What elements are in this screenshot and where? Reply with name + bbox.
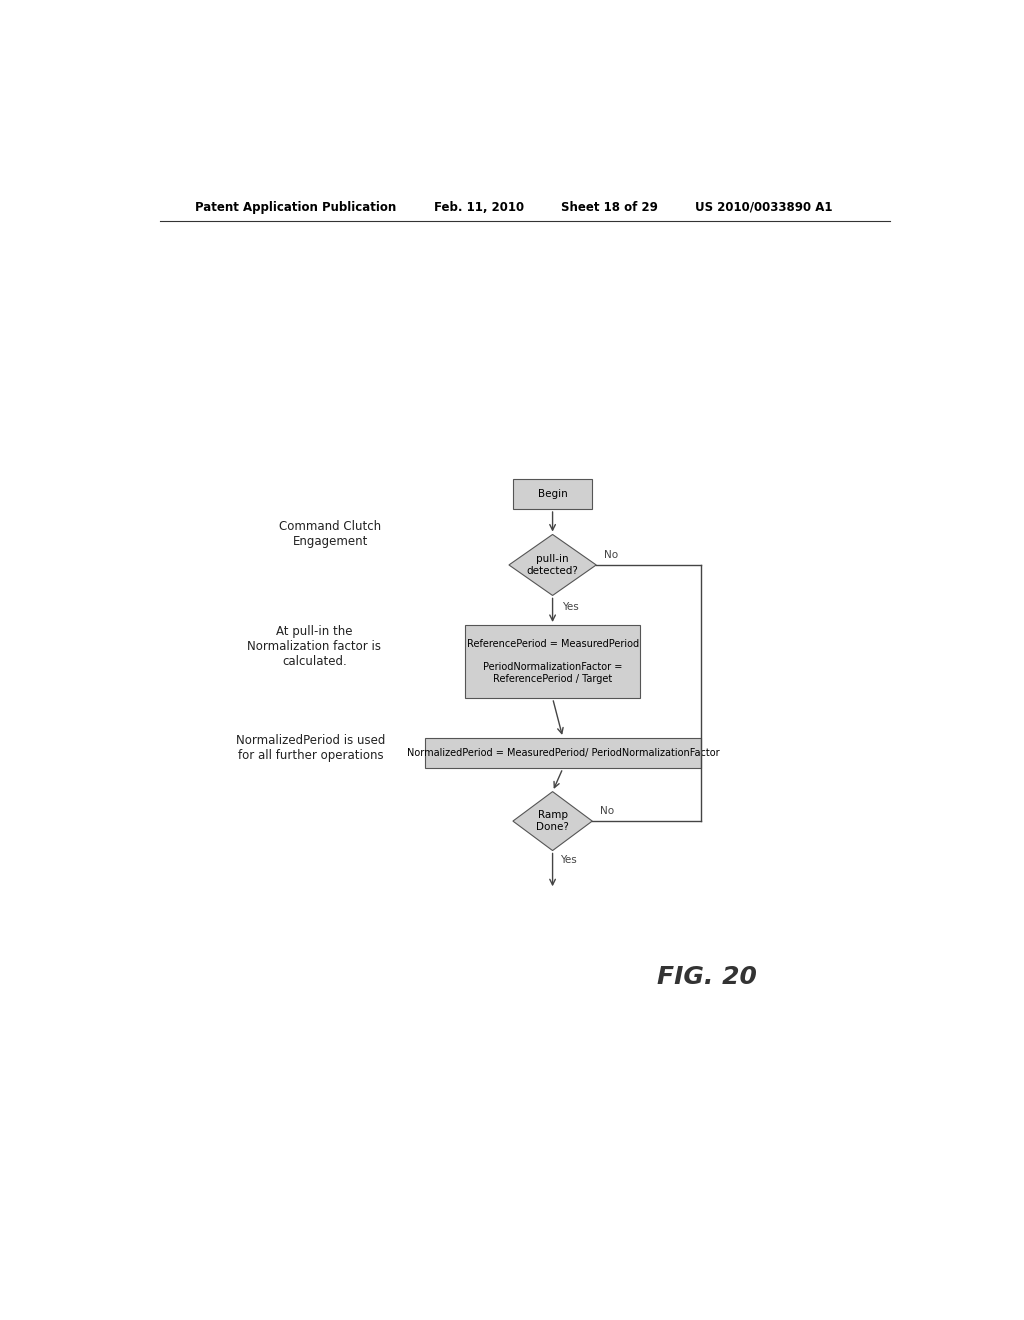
Text: Ramp
Done?: Ramp Done?: [537, 810, 569, 832]
Text: No: No: [604, 550, 618, 560]
Text: Sheet 18 of 29: Sheet 18 of 29: [560, 201, 657, 214]
Text: NormalizedPeriod is used
for all further operations: NormalizedPeriod is used for all further…: [236, 734, 385, 762]
Text: Begin: Begin: [538, 488, 567, 499]
Text: Yes: Yes: [560, 854, 578, 865]
Polygon shape: [513, 792, 592, 850]
FancyBboxPatch shape: [513, 479, 592, 510]
Text: Feb. 11, 2010: Feb. 11, 2010: [433, 201, 523, 214]
Polygon shape: [509, 535, 596, 595]
Text: Patent Application Publication: Patent Application Publication: [196, 201, 396, 214]
Text: FIG. 20: FIG. 20: [657, 965, 758, 989]
Text: At pull-in the
Normalization factor is
calculated.: At pull-in the Normalization factor is c…: [248, 624, 382, 668]
Text: pull-in
detected?: pull-in detected?: [526, 554, 579, 576]
Text: ReferencePeriod = MeasuredPeriod

PeriodNormalizationFactor =
ReferencePeriod / : ReferencePeriod = MeasuredPeriod PeriodN…: [467, 639, 639, 684]
Text: Command Clutch
Engagement: Command Clutch Engagement: [280, 520, 381, 549]
Text: Yes: Yes: [562, 602, 579, 611]
FancyBboxPatch shape: [425, 738, 701, 768]
FancyBboxPatch shape: [465, 624, 640, 698]
Text: US 2010/0033890 A1: US 2010/0033890 A1: [695, 201, 833, 214]
Text: No: No: [600, 807, 614, 816]
Text: NormalizedPeriod = MeasuredPeriod/ PeriodNormalizationFactor: NormalizedPeriod = MeasuredPeriod/ Perio…: [407, 748, 719, 758]
